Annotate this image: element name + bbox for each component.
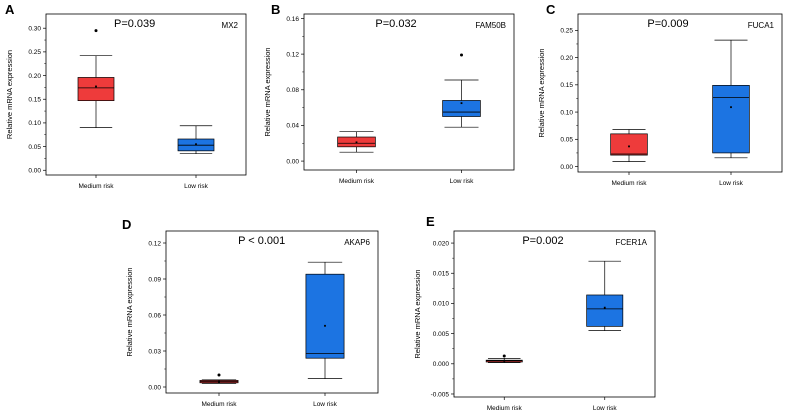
panel-letter: C <box>546 2 556 17</box>
y-tick-label: 0.05 <box>560 137 573 144</box>
y-tick-label: -0.005 <box>431 391 450 398</box>
y-tick-label: 0.005 <box>433 331 450 338</box>
mean-marker <box>218 381 220 383</box>
y-tick-label: 0.03 <box>148 348 161 355</box>
plot-frame <box>304 14 514 170</box>
x-category-label: Low risk <box>184 183 209 190</box>
box-low-risk <box>587 261 623 330</box>
box-low-risk <box>178 126 214 154</box>
x-category-label: Medium risk <box>611 180 647 187</box>
y-tick-label: 0.10 <box>28 120 41 127</box>
panel-a: A 0.00 0.05 0.10 0.15 0.20 0.25 0.30 Relative mR… <box>5 2 246 190</box>
y-tick-label: 0.00 <box>28 168 41 175</box>
y-tick-label: 0.15 <box>560 82 573 89</box>
y-tick-label: 0.015 <box>433 271 450 278</box>
y-tick-label: 0.20 <box>560 55 573 62</box>
gene-name: AKAP6 <box>344 238 370 247</box>
y-tick-label: 0.06 <box>148 312 161 319</box>
panel-c: C 0.00 0.05 0.10 0.15 0.20 0.25 Relative mRNA e… <box>537 2 782 187</box>
x-category-label: Medium risk <box>201 401 237 408</box>
y-tick-label: 0.00 <box>560 164 573 171</box>
iqr-box <box>713 85 750 153</box>
plot-frame <box>454 231 655 397</box>
p-value: P=0.039 <box>114 18 155 30</box>
x-category-label: Low risk <box>313 401 338 408</box>
box-medium-risk <box>338 132 376 153</box>
panel-letter: D <box>122 217 131 232</box>
panel-d: D 0.00 0.03 0.06 0.09 0.12 Relative mRNA expre… <box>122 217 378 408</box>
panel-e: E -0.005 0.000 0.005 0.010 0.015 0.020 Relative… <box>413 214 655 411</box>
y-axis-label: Relative mRNA expression <box>125 267 134 356</box>
plot-frame <box>166 231 378 393</box>
panel-letter: A <box>5 2 15 17</box>
y-tick-label: 0.08 <box>286 87 299 94</box>
gene-name: MX2 <box>222 21 239 30</box>
mean-marker <box>461 102 463 104</box>
gene-name: FAM50B <box>475 21 506 30</box>
y-axis-label: Relative mRNA expression <box>5 50 14 139</box>
box-medium-risk <box>78 29 114 128</box>
y-axis-label: Relative mRNA expression <box>263 47 272 136</box>
box-medium-risk <box>486 354 522 362</box>
y-tick-label: 0.30 <box>28 26 41 33</box>
mean-marker <box>195 143 197 145</box>
y-tick-label: 0.25 <box>560 28 573 35</box>
x-category-label: Low risk <box>593 405 618 411</box>
y-axis-label: Relative mRNA expression <box>537 48 546 137</box>
outlier-point <box>460 54 463 57</box>
y-tick-label: 0.000 <box>433 361 450 368</box>
panel-letter: E <box>426 214 435 229</box>
x-category-label: Low risk <box>719 180 744 187</box>
p-value: P=0.032 <box>375 18 416 30</box>
plot-frame <box>578 14 782 172</box>
p-value: P=0.009 <box>647 18 688 30</box>
plot-frame <box>46 14 246 175</box>
iqr-box <box>611 134 648 155</box>
y-tick-label: 0.12 <box>286 51 299 58</box>
box-low-risk <box>713 40 750 158</box>
box-low-risk <box>306 262 344 378</box>
outlier-point <box>95 29 98 32</box>
outlier-point <box>218 374 221 377</box>
mean-marker <box>628 145 630 147</box>
mean-marker <box>503 360 505 362</box>
figure-canvas: A 0.00 0.05 0.10 0.15 0.20 0.25 0.30 Relative mR… <box>0 0 790 411</box>
y-tick-label: 0.16 <box>286 16 299 23</box>
box-medium-risk <box>611 130 648 162</box>
y-tick-label: 0.05 <box>28 144 41 151</box>
iqr-box <box>306 274 344 358</box>
y-tick-label: 0.010 <box>433 301 450 308</box>
y-tick-label: 0.20 <box>28 73 41 80</box>
iqr-box <box>587 295 623 326</box>
mean-marker <box>324 325 326 327</box>
x-category-label: Medium risk <box>487 405 523 411</box>
iqr-box <box>78 77 114 100</box>
y-tick-label: 0.10 <box>560 109 573 116</box>
x-category-label: Medium risk <box>339 178 375 185</box>
y-axis-label: Relative mRNA expression <box>413 269 422 358</box>
mean-marker <box>604 307 606 309</box>
mean-marker <box>730 106 732 108</box>
panel-letter: B <box>271 2 280 17</box>
gene-name: FCER1A <box>615 238 647 247</box>
outlier-point <box>503 354 506 357</box>
mean-marker <box>356 141 358 143</box>
y-tick-label: 0.020 <box>433 240 450 247</box>
box-low-risk <box>443 54 481 128</box>
panel-b: B 0.00 0.04 0.08 0.12 0.16 Relative mRNA expre… <box>263 2 514 185</box>
y-tick-label: 0.00 <box>286 158 299 165</box>
y-tick-label: 0.12 <box>148 240 161 247</box>
x-category-label: Low risk <box>450 178 475 185</box>
x-category-label: Medium risk <box>78 183 114 190</box>
gene-name: FUCA1 <box>748 21 775 30</box>
y-tick-label: 0.25 <box>28 49 41 56</box>
y-tick-label: 0.09 <box>148 276 161 283</box>
box-medium-risk <box>200 374 238 384</box>
mean-marker <box>95 86 97 88</box>
y-tick-label: 0.15 <box>28 97 41 104</box>
y-tick-label: 0.04 <box>286 123 299 130</box>
p-value: P < 0.001 <box>238 235 285 247</box>
p-value: P=0.002 <box>522 235 563 247</box>
y-tick-label: 0.00 <box>148 384 161 391</box>
